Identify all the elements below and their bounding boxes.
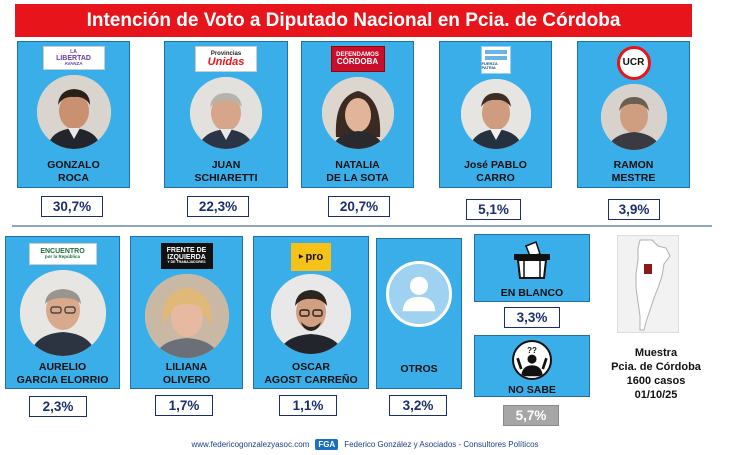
candidate-name: LILIANA OLIVERO <box>162 361 211 386</box>
chart-title: Intención de Voto a Diputado Nacional en… <box>15 4 692 37</box>
generic-person-icon <box>386 261 452 327</box>
en-blanco-card: EN BLANCO <box>474 234 590 302</box>
candidate-card-carro: FUERZA PATRIA José PABLO CARRO <box>439 41 552 188</box>
footer-company: Federico González y Asociados - Consulto… <box>344 439 539 449</box>
percentage-label: 22,3% <box>187 196 249 217</box>
percentage-label: 1,7% <box>155 395 213 416</box>
party-logo-defendamos-cordoba: DEFENDAMOS CÓRDOBA <box>330 46 385 72</box>
svg-text:??: ?? <box>527 346 537 355</box>
party-logo-encuentro: ENCUENTRO por la República <box>28 243 97 265</box>
candidate-name: NATALIA DE LA SOTA <box>326 159 389 184</box>
fga-logo: FGA <box>315 438 339 450</box>
candidate-name: JUAN SCHIARETTI <box>194 159 258 184</box>
percentage-label: 30,7% <box>41 196 103 217</box>
otros-label: OTROS <box>400 363 438 375</box>
candidate-photo <box>271 274 351 354</box>
en-blanco-label: EN BLANCO <box>500 287 564 299</box>
percentage-label: 5,1% <box>466 199 521 220</box>
party-logo-frente-de-izquierda: FRENTE DE IZQUIERDA Y DE TRABAJADORES <box>160 243 213 269</box>
candidate-card-de-la-sota: DEFENDAMOS CÓRDOBA NATALIA DE LA SOTA <box>301 41 414 188</box>
party-logo-provincias-unidas: Provincias Unidas <box>195 46 257 72</box>
candidate-photo <box>460 79 531 149</box>
candidate-photo <box>600 84 667 150</box>
sample-info: Muestra Pcia. de Córdoba 1600 casos 01/1… <box>611 347 701 401</box>
no-sabe-card: ?? NO SABE <box>474 335 590 397</box>
candidate-card-olivero: FRENTE DE IZQUIERDA Y DE TRABAJADORES LI… <box>130 236 243 389</box>
ballot-box-icon <box>510 240 554 280</box>
divider <box>12 225 712 227</box>
party-logo-pro: ▶ pro <box>291 243 331 271</box>
party-logo-fuerza-patria: FUERZA PATRIA <box>480 46 511 74</box>
percentage-label: 3,3% <box>504 307 560 328</box>
candidate-name: OSCAR AGOST CARREÑO <box>264 361 358 386</box>
percentage-label: 20,7% <box>328 196 390 217</box>
otros-card: OTROS <box>376 238 462 389</box>
percentage-label: 1,1% <box>279 395 337 416</box>
no-sabe-label: NO SABE <box>508 384 556 396</box>
candidate-name: RAMON MESTRE <box>611 159 656 184</box>
candidate-name: José PABLO CARRO <box>464 159 527 184</box>
candidate-card-schiaretti: Provincias Unidas JUAN SCHIARETTI <box>164 41 288 188</box>
percentage-label: 3,2% <box>389 395 447 416</box>
candidate-photo <box>36 75 111 149</box>
candidate-card-garcia-elorrio: ENCUENTRO por la República AURELIO GARCIA… <box>5 236 120 389</box>
candidate-name: GONZALO ROCA <box>47 159 100 184</box>
confused-person-icon: ?? <box>512 340 552 380</box>
candidate-photo <box>321 77 394 149</box>
party-logo-la-libertad-avanza: LA LIBERTAD AVANZA <box>42 46 105 70</box>
candidate-card-agost-carreno: ▶ pro OSCAR AGOST CARREÑO <box>253 236 369 389</box>
footer-website-link[interactable]: www.federicogonzalezyasoc.com <box>191 439 310 449</box>
party-logo-ucr: UCR <box>616 46 651 80</box>
candidate-photo <box>144 274 229 358</box>
footer: www.federicogonzalezyasoc.com FGA Federi… <box>0 437 730 451</box>
candidate-card-mestre: UCR RAMON MESTRE <box>577 41 690 188</box>
percentage-label: 2,3% <box>29 396 87 417</box>
percentage-label: 3,9% <box>608 199 660 220</box>
candidate-photo <box>19 270 106 356</box>
candidate-photo <box>190 77 262 149</box>
argentina-map <box>617 235 679 333</box>
candidate-name: AURELIO GARCIA ELORRIO <box>16 361 109 386</box>
percentage-label: 5,7% <box>503 405 559 426</box>
candidate-card-roca: LA LIBERTAD AVANZA GONZALO ROCA <box>17 41 130 188</box>
